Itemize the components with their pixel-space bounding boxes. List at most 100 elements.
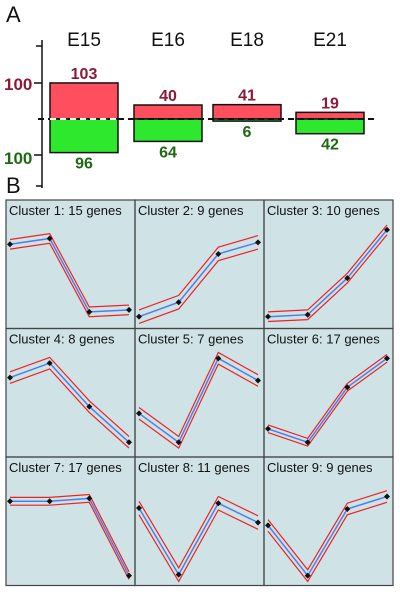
lower-band-line [9, 368, 130, 449]
upper-band-line [138, 235, 259, 311]
panel-b-letter: B [6, 173, 21, 198]
data-point-marker [255, 377, 261, 384]
mean-profile-line [267, 495, 388, 577]
y-scale-label-up: 100 [4, 75, 32, 94]
cluster-title: Cluster 1: 15 genes [9, 203, 122, 218]
cluster-title: Cluster 6: 17 genes [267, 332, 380, 347]
count-label-up: 40 [159, 88, 177, 105]
upper-band-line [138, 495, 259, 570]
data-point-marker [265, 425, 271, 432]
bar-up [133, 104, 203, 120]
bar-up [49, 82, 119, 120]
lower-band-line [138, 363, 259, 450]
upper-band-line [138, 351, 259, 438]
data-point-marker [384, 493, 390, 500]
upper-band-line [267, 354, 388, 440]
data-point-marker [126, 572, 132, 579]
cluster-title: Cluster 8: 11 genes [138, 460, 250, 475]
stage-label: E16 [151, 30, 185, 51]
data-point-marker [86, 403, 93, 410]
data-point-marker [215, 500, 222, 507]
data-point-marker [215, 355, 222, 362]
cluster-panel: Cluster 6: 17 genes [263, 327, 394, 458]
cluster-title: Cluster 5: 7 genes [138, 332, 244, 347]
mean-profile-line [9, 237, 130, 313]
stage-label: E18 [230, 30, 264, 51]
cluster-title: Cluster 9: 9 genes [267, 460, 373, 475]
data-point-marker [126, 439, 132, 446]
count-label-up: 19 [321, 95, 339, 112]
cluster-panel: Cluster 8: 11 genes [134, 456, 265, 587]
cluster-title: Cluster 7: 17 genes [9, 460, 122, 475]
data-point-marker [384, 226, 390, 233]
data-point-marker [304, 439, 311, 446]
count-label-down: 64 [159, 144, 177, 161]
count-label-down: 6 [243, 124, 252, 141]
mean-profile-line [10, 497, 130, 576]
y-scale-label-down: 100 [4, 149, 32, 168]
data-point-marker [7, 498, 13, 505]
data-point-marker [265, 522, 271, 529]
data-point-marker [304, 572, 311, 579]
data-point-marker [215, 250, 222, 257]
cluster-title: Cluster 3: 10 genes [267, 203, 380, 218]
data-point-marker [175, 299, 182, 306]
data-point-marker [46, 235, 53, 242]
count-label-down: 96 [75, 156, 93, 173]
lower-band-line [9, 242, 130, 318]
upper-band-line [10, 493, 130, 572]
cluster-cell-border [263, 456, 394, 587]
stage-label: E15 [67, 30, 101, 51]
data-point-marker [344, 506, 351, 513]
mean-profile-line [138, 357, 259, 444]
data-point-marker [175, 439, 182, 446]
upper-band-line [9, 356, 130, 437]
count-label-up: 103 [71, 66, 98, 83]
panel-a-bar-chart: 100 100 E15 103 96 E16 40 64 E18 41 6 E21 19 42 [4, 30, 376, 188]
data-point-marker [136, 410, 142, 417]
data-point-marker [265, 313, 271, 320]
lower-band-line [267, 234, 388, 323]
data-point-marker [344, 384, 351, 391]
lower-band-line [10, 501, 130, 580]
data-point-marker [126, 306, 132, 313]
stage-label: E21 [313, 30, 347, 51]
bar-up [212, 103, 282, 120]
data-point-marker [175, 571, 182, 578]
data-point-marker [7, 241, 13, 248]
data-point-marker [86, 495, 93, 502]
lower-band-line [267, 501, 388, 583]
mean-profile-line [267, 357, 388, 444]
data-point-marker [136, 505, 142, 512]
upper-band-line [9, 233, 130, 308]
data-point-marker [46, 498, 53, 505]
cluster-panel: Cluster 3: 10 genes [263, 199, 394, 330]
upper-band-line [267, 490, 388, 571]
cluster-title: Cluster 2: 9 genes [138, 203, 244, 218]
data-point-marker [7, 374, 13, 381]
data-point-marker [136, 313, 142, 320]
panel-b-cluster-grid: Cluster 1: 15 genes Cluster 2: 9 genes Clu… [5, 199, 394, 587]
data-point-marker [384, 355, 390, 362]
lower-band-line [267, 361, 388, 447]
data-point-marker [86, 308, 93, 315]
bar-down [49, 118, 119, 154]
data-point-marker [46, 360, 53, 367]
cluster-panel: Cluster 4: 8 genes [5, 327, 136, 458]
mean-profile-line [9, 362, 130, 443]
data-point-marker [304, 311, 311, 318]
data-point-marker [344, 275, 351, 282]
bar-down [133, 118, 203, 143]
bar-down [295, 118, 365, 135]
cluster-panel: Cluster 5: 7 genes [134, 327, 265, 458]
cluster-title: Cluster 4: 8 genes [9, 332, 115, 347]
upper-band-line [267, 224, 388, 313]
count-label-up: 41 [238, 88, 256, 105]
mean-profile-line [267, 229, 388, 318]
cluster-panel: Cluster 9: 9 genes [263, 456, 394, 587]
bar-down [212, 118, 282, 122]
count-label-down: 42 [321, 137, 339, 154]
data-point-marker [255, 239, 261, 246]
data-point-marker [255, 519, 261, 526]
